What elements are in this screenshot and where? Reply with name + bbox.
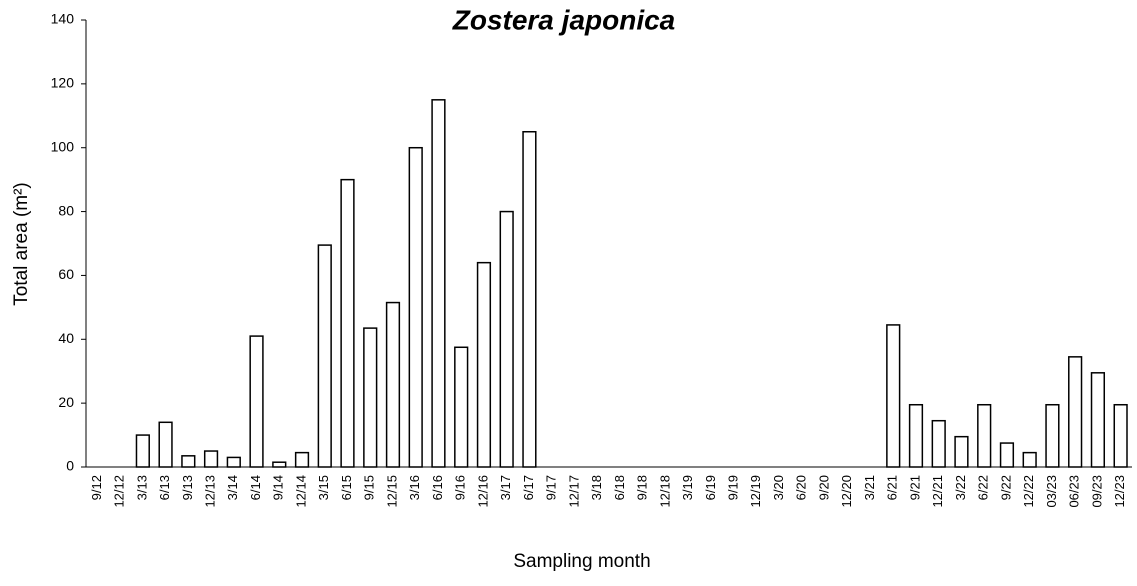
x-tick-label: 09/23 <box>1089 475 1104 508</box>
x-tick-label: 9/21 <box>907 475 922 500</box>
bar <box>908 403 924 468</box>
x-tick-label: 12/21 <box>930 475 945 508</box>
bar <box>294 451 310 468</box>
x-tick-label: 12/18 <box>657 475 672 508</box>
x-tick-label: 9/17 <box>544 475 559 500</box>
bar <box>385 301 401 468</box>
x-tick-label: 9/19 <box>726 475 741 500</box>
bar <box>977 403 992 468</box>
x-tick-label: 6/15 <box>339 475 354 500</box>
bar <box>954 435 969 468</box>
x-tick-label: 3/18 <box>589 475 604 500</box>
x-tick-label: 3/19 <box>680 475 695 500</box>
x-tick-label: 6/22 <box>976 475 991 500</box>
y-tick-label: 100 <box>51 138 75 154</box>
bar <box>931 419 946 468</box>
x-tick-label: 12/23 <box>1112 475 1127 508</box>
x-tick-label: 6/13 <box>157 475 172 500</box>
bar <box>340 178 355 468</box>
x-tick-label: 9/18 <box>635 475 650 500</box>
y-tick-label: 20 <box>58 394 74 410</box>
x-tick-label: 9/14 <box>271 475 286 500</box>
bar <box>1113 403 1128 468</box>
x-tick-label: 6/19 <box>703 475 718 500</box>
x-tick-label: 3/13 <box>134 475 149 500</box>
chart-title: Zostera japonica <box>452 4 676 35</box>
x-tick-label: 12/14 <box>293 475 308 508</box>
bar <box>408 146 423 468</box>
bar <box>1068 356 1083 468</box>
x-tick-label: 3/14 <box>225 475 240 500</box>
x-tick-label: 3/15 <box>316 475 331 500</box>
x-tick-label: 6/18 <box>612 475 627 500</box>
bar <box>1090 372 1106 468</box>
x-tick-label: 12/15 <box>384 475 399 508</box>
bar <box>454 346 469 468</box>
x-tick-label: 6/16 <box>430 475 445 500</box>
x-tick-label: 12/16 <box>475 475 490 508</box>
y-tick-label: 80 <box>58 202 74 218</box>
x-tick-label: 6/21 <box>885 475 900 500</box>
x-tick-label: 3/17 <box>498 475 513 500</box>
x-tick-label: 3/22 <box>953 475 968 500</box>
bar <box>886 324 901 468</box>
x-tick-label: 3/20 <box>771 475 786 500</box>
x-tick-label: 3/16 <box>407 475 422 500</box>
y-tick-label: 140 <box>51 11 75 27</box>
x-tick-label: 6/14 <box>248 475 263 500</box>
bar <box>181 455 196 468</box>
x-tick-label: 9/20 <box>816 475 831 500</box>
bar <box>317 244 332 468</box>
bar <box>135 434 150 468</box>
bar <box>1045 403 1060 468</box>
x-tick-label: 9/15 <box>362 475 377 500</box>
bar <box>363 327 378 468</box>
x-tick-label: 3/21 <box>862 475 877 500</box>
y-tick-label: 60 <box>58 266 74 282</box>
bar <box>158 421 173 468</box>
x-tick-label: 03/23 <box>1044 475 1059 508</box>
x-tick-label: 12/20 <box>839 475 854 508</box>
x-tick-label: 6/20 <box>794 475 809 500</box>
bar <box>522 131 537 468</box>
bar <box>499 210 514 468</box>
bar <box>226 456 241 468</box>
x-tick-label: 9/16 <box>453 475 468 500</box>
y-tick-label: 120 <box>51 75 75 91</box>
y-tick-label: 0 <box>66 458 74 474</box>
bar <box>272 461 287 468</box>
x-tick-label: 06/23 <box>1067 475 1082 508</box>
x-axis-label: Sampling month <box>513 551 650 572</box>
x-tick-label: 9/12 <box>89 475 104 500</box>
x-tick-label: 9/22 <box>998 475 1013 500</box>
bar <box>999 442 1015 468</box>
x-tick-label: 12/22 <box>1021 475 1036 508</box>
x-tick-label: 9/13 <box>180 475 195 500</box>
x-tick-label: 6/17 <box>521 475 536 500</box>
y-tick-label: 40 <box>58 330 74 346</box>
x-tick-label: 12/13 <box>203 475 218 508</box>
bar <box>431 99 446 468</box>
x-tick-label: 12/19 <box>748 475 763 508</box>
bar <box>249 335 264 468</box>
x-tick-label: 12/12 <box>112 475 127 508</box>
x-tick-label: 12/17 <box>566 475 581 508</box>
y-axis-label: Total area (m²) <box>11 182 32 306</box>
bar <box>203 450 219 468</box>
bar <box>476 261 492 468</box>
bar <box>1022 451 1037 468</box>
